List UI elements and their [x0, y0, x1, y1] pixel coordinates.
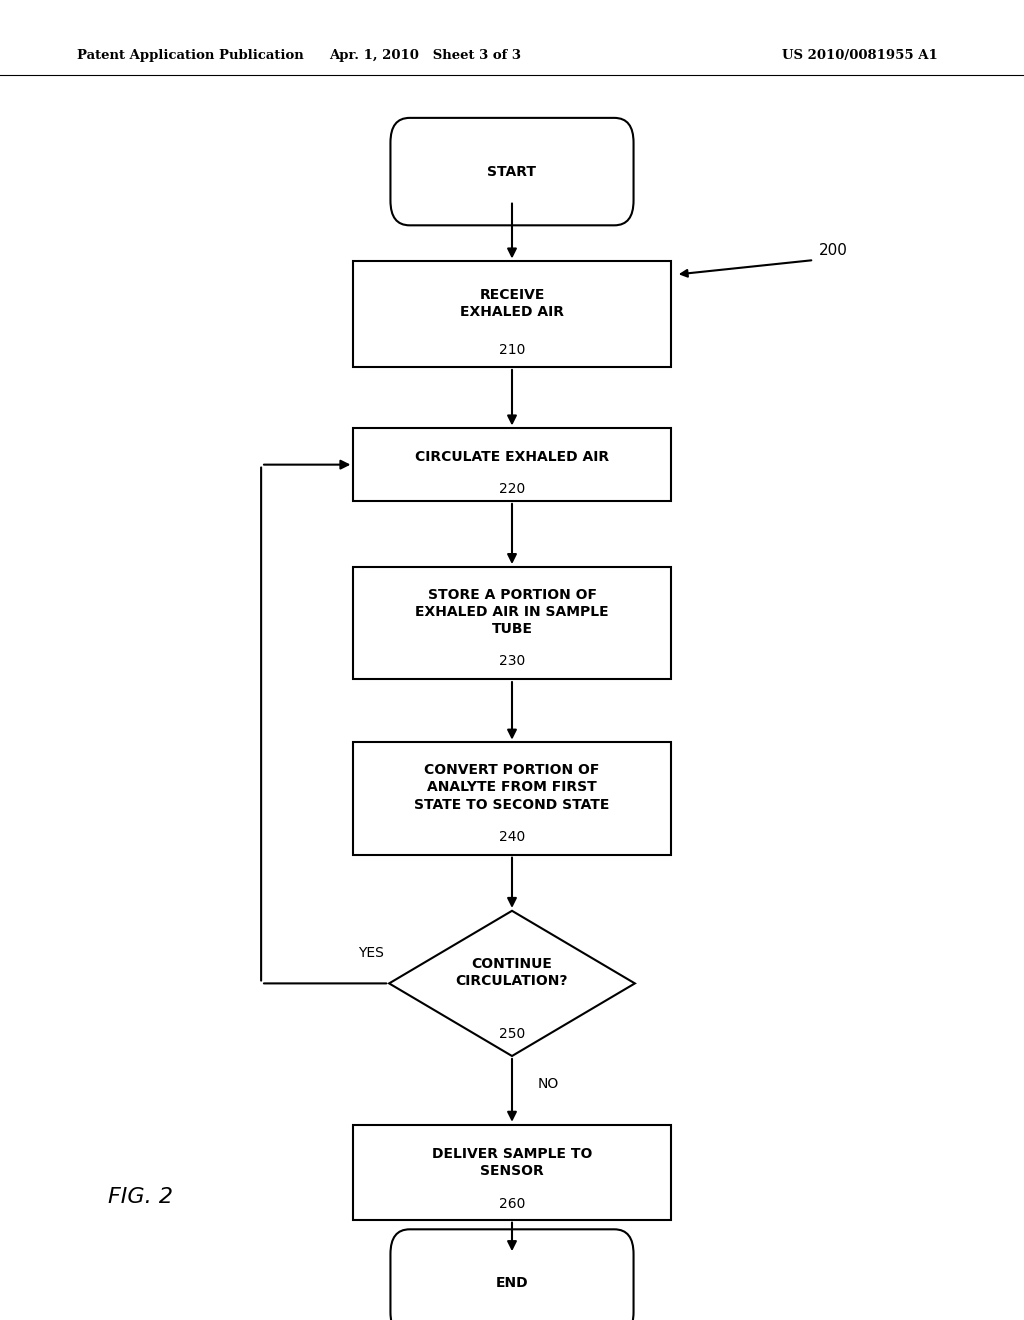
Text: STORE A PORTION OF
EXHALED AIR IN SAMPLE
TUBE: STORE A PORTION OF EXHALED AIR IN SAMPLE… [415, 587, 609, 636]
Text: NO: NO [538, 1077, 559, 1090]
FancyBboxPatch shape [390, 117, 634, 226]
Text: 220: 220 [499, 482, 525, 496]
Text: Apr. 1, 2010   Sheet 3 of 3: Apr. 1, 2010 Sheet 3 of 3 [329, 49, 521, 62]
Text: 240: 240 [499, 830, 525, 843]
Bar [353, 1125, 671, 1220]
Text: 250: 250 [499, 1027, 525, 1041]
Text: Patent Application Publication: Patent Application Publication [77, 49, 303, 62]
Text: CONVERT PORTION OF
ANALYTE FROM FIRST
STATE TO SECOND STATE: CONVERT PORTION OF ANALYTE FROM FIRST ST… [415, 763, 609, 812]
Text: DELIVER SAMPLE TO
SENSOR: DELIVER SAMPLE TO SENSOR [432, 1147, 592, 1179]
Text: 260: 260 [499, 1197, 525, 1212]
Text: YES: YES [358, 945, 384, 960]
Bar [353, 261, 671, 367]
Text: START: START [487, 165, 537, 178]
Text: CIRCULATE EXHALED AIR: CIRCULATE EXHALED AIR [415, 450, 609, 465]
Text: CONTINUE
CIRCULATION?: CONTINUE CIRCULATION? [456, 957, 568, 989]
Bar [353, 428, 671, 500]
Text: US 2010/0081955 A1: US 2010/0081955 A1 [782, 49, 938, 62]
FancyBboxPatch shape [390, 1229, 634, 1320]
Text: END: END [496, 1276, 528, 1290]
Polygon shape [389, 911, 635, 1056]
Text: RECEIVE
EXHALED AIR: RECEIVE EXHALED AIR [460, 288, 564, 319]
Text: 200: 200 [819, 243, 848, 259]
Bar [353, 742, 671, 855]
Bar [353, 568, 671, 678]
Text: FIG. 2: FIG. 2 [108, 1187, 172, 1208]
Text: 210: 210 [499, 343, 525, 358]
Text: 230: 230 [499, 655, 525, 668]
